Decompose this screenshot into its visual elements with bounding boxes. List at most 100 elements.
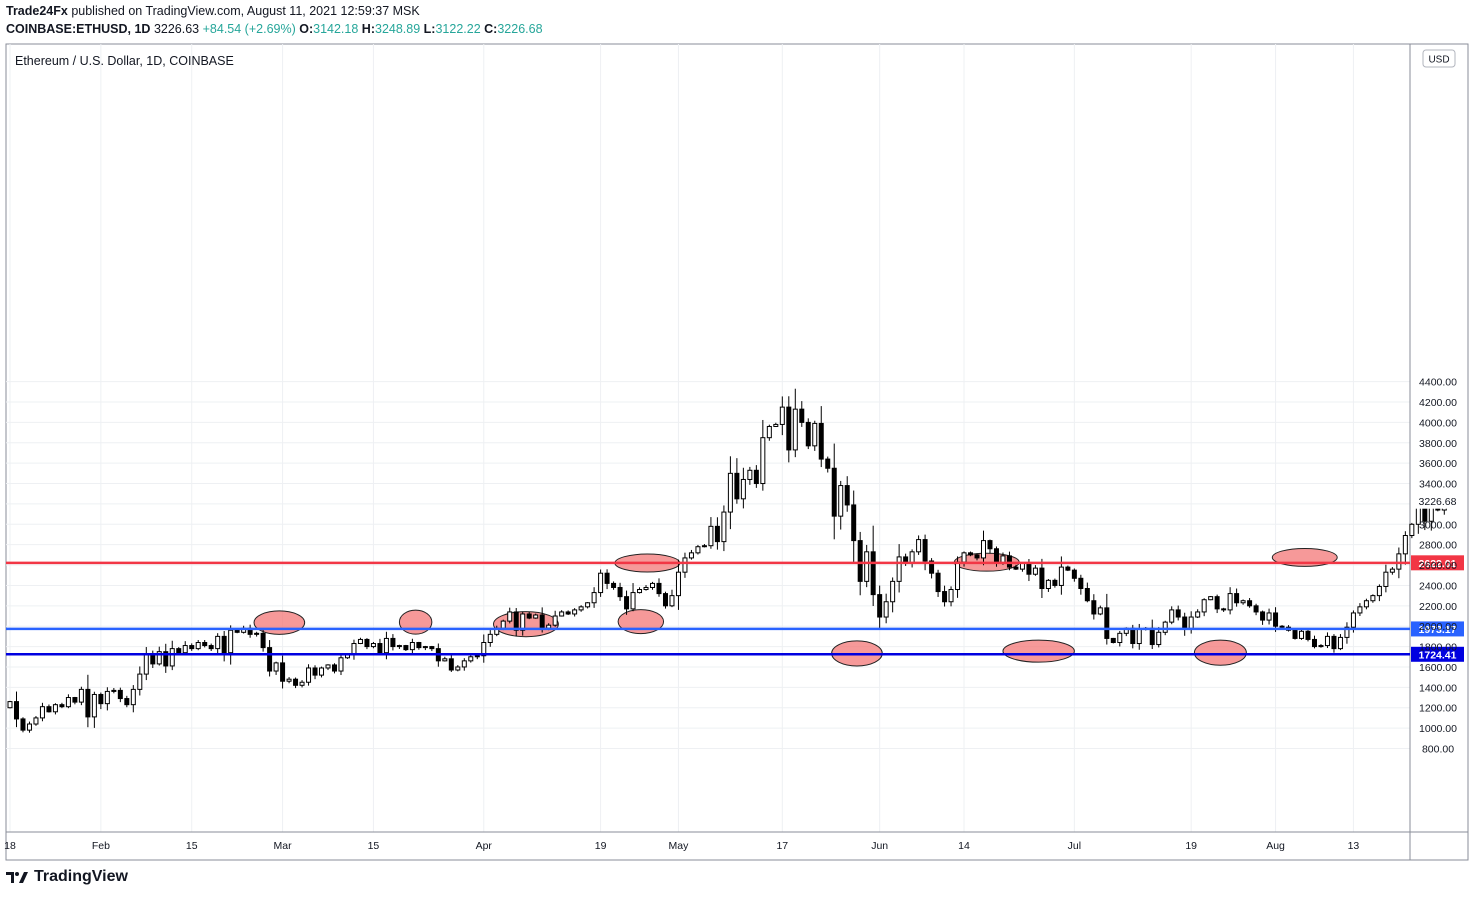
candle-body <box>91 693 97 718</box>
price-tick-label: 4400.00 <box>1419 377 1457 389</box>
time-axis[interactable]: 18 Feb 15 Mar 15 Apr 19 May 17 Jun 14 Jul 19 Aug 13 <box>4 840 1359 852</box>
candle-body <box>507 611 513 622</box>
candle-body <box>591 592 597 604</box>
candle-body <box>1117 632 1123 644</box>
candle-body <box>779 406 785 425</box>
time-tick-label: 19 <box>1185 840 1197 852</box>
candle-body <box>429 646 435 650</box>
price-tick-label: 1400.00 <box>1419 682 1457 694</box>
open-value: 3142.18 <box>313 22 359 36</box>
candle-body <box>117 689 123 700</box>
horizontal-level-label: 1724.41 <box>1419 649 1457 661</box>
candle-body <box>1175 609 1181 618</box>
candle-body <box>844 485 850 506</box>
close-value: 3226.68 <box>497 22 543 36</box>
candle-body <box>1214 596 1220 610</box>
candle-body <box>792 408 798 451</box>
candle-body <box>306 667 312 683</box>
candle-body <box>39 706 45 719</box>
candle-body <box>734 472 740 500</box>
candle-body <box>942 591 948 603</box>
candle-body <box>604 572 610 584</box>
candle-body <box>916 539 922 553</box>
candle-body <box>611 582 617 588</box>
price-tick-label: 3600.00 <box>1419 458 1457 470</box>
candle-body <box>20 718 26 731</box>
candle-body <box>1318 645 1324 648</box>
candle-body <box>403 645 409 651</box>
footer-brand[interactable]: TradingView <box>6 868 128 886</box>
candle-body <box>662 593 668 607</box>
candle-body <box>812 422 818 447</box>
candle-body <box>143 654 149 675</box>
horizontal-levels[interactable]: 2622.01 1973.17 1724.41 <box>6 555 1464 662</box>
candle-body <box>682 557 688 573</box>
price-tick-label: 3400.00 <box>1419 479 1457 491</box>
candle-body <box>864 551 870 582</box>
time-tick-label: Feb <box>92 840 110 852</box>
candle-body <box>1409 523 1415 537</box>
candle-body <box>396 645 402 648</box>
candles <box>7 388 1447 733</box>
price-tick-label: 2800.00 <box>1419 540 1457 552</box>
candle-body <box>1026 562 1032 575</box>
candle-body <box>1383 571 1389 587</box>
candle-body <box>929 560 935 574</box>
chart-title: Ethereum / U.S. Dollar, 1D, COINBASE <box>15 54 234 68</box>
price-tick-label: 1600.00 <box>1419 662 1457 674</box>
candle-body <box>78 688 84 703</box>
high-label: H: <box>361 22 375 36</box>
open-label: O: <box>299 22 314 36</box>
candle-body <box>448 658 454 671</box>
time-tick-label: 15 <box>186 840 198 852</box>
candle-body <box>1091 600 1097 615</box>
price-axis[interactable]: 800.00 1000.00 1200.00 1400.00 1600.00 1800.0… <box>1411 377 1464 756</box>
candle-body <box>150 654 156 665</box>
candle-body <box>727 472 733 513</box>
candle-body <box>948 589 954 603</box>
candle-body <box>273 662 279 672</box>
candle-body <box>695 546 701 554</box>
candle-body <box>1389 568 1395 573</box>
candle-body <box>650 582 656 588</box>
candle-body <box>624 596 630 610</box>
horizontal-level-label: 2622.01 <box>1419 558 1457 570</box>
candle-body <box>526 613 532 619</box>
currency-button[interactable] <box>1422 49 1456 68</box>
candle-body <box>1169 609 1175 623</box>
candle-body <box>228 629 234 654</box>
candle-body <box>85 688 91 718</box>
highlight-zone-ellipse <box>398 609 433 635</box>
candle-body <box>708 525 714 547</box>
chart-frame <box>5 43 1469 861</box>
candle-body <box>825 458 831 469</box>
candle-body <box>1363 600 1369 608</box>
price-tick-label: 2400.00 <box>1419 580 1457 592</box>
candle-body <box>1208 596 1214 601</box>
candle-body <box>416 642 422 649</box>
candle-body <box>176 648 182 654</box>
candle-body <box>987 540 993 550</box>
candle-body <box>267 647 273 672</box>
candle-body <box>422 646 428 649</box>
candle-body <box>319 667 325 676</box>
candle-body <box>637 589 643 594</box>
candle-body <box>909 551 915 564</box>
price-change: +84.54 (+2.69%) <box>202 22 296 36</box>
candle-body <box>59 704 65 708</box>
high-value: 3248.89 <box>375 22 421 36</box>
candle-body <box>1337 636 1343 650</box>
candle-body <box>656 582 662 595</box>
candle-body <box>1130 627 1136 645</box>
candle-body <box>1299 630 1305 639</box>
candle-body <box>851 504 857 542</box>
candle-body <box>883 601 889 618</box>
candle-body <box>1097 607 1103 615</box>
candle-body <box>598 572 604 594</box>
tradingview-logo-icon <box>6 872 28 883</box>
candle-body <box>1058 566 1064 586</box>
candle-body <box>675 571 681 597</box>
candle-body <box>1156 631 1162 646</box>
candle-body <box>1188 616 1194 630</box>
